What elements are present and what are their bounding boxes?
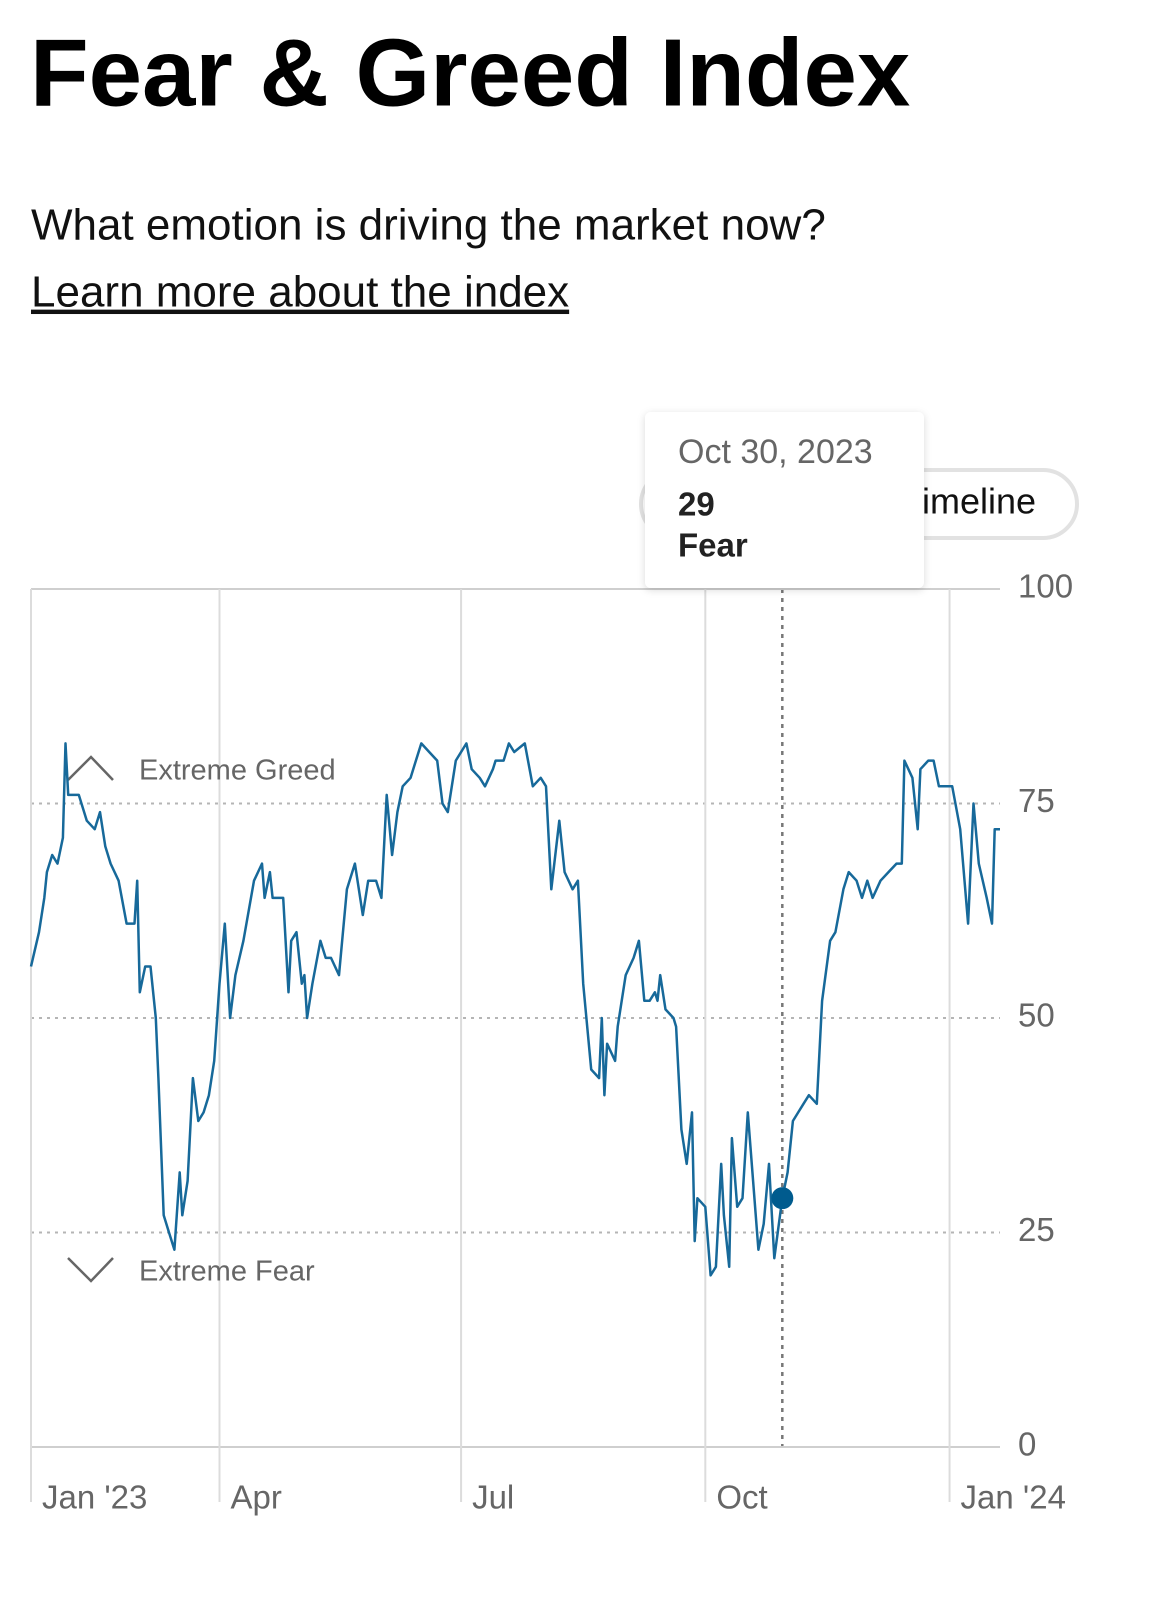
x-tick-label: Jul [472,1479,514,1516]
y-tick-label: 50 [1018,997,1055,1034]
subtitle: What emotion is driving the market now? [31,201,826,250]
x-tick-label: Oct [716,1479,767,1516]
tooltip: Oct 30, 2023 29 Fear [645,412,924,588]
tooltip-value: 29 [678,486,715,523]
annotation-chevron [67,1257,114,1283]
tooltip-date: Oct 30, 2023 [678,433,873,471]
series-line [29,742,1000,1277]
learn-more-link[interactable]: Learn more about the index [31,268,569,317]
tooltip-rating: Fear [678,527,748,564]
annotation-chevron [67,755,114,781]
page-title: Fear & Greed Index [30,19,910,126]
x-tick-label: Apr [230,1479,281,1516]
tooltip-box [645,412,924,588]
y-tick-label: 75 [1018,782,1055,819]
y-tick-label: 0 [1018,1426,1036,1463]
annotation: Extreme Greed [139,755,336,787]
y-tick-label: 100 [1018,568,1073,605]
plot: 0 25 50 75 100 Jan '23 Apr Jul Oct Jan '24 Extreme… [29,568,1073,1516]
x-tick-label: Jan '24 [961,1479,1066,1516]
hover-point [771,1187,794,1210]
annotation: Extreme Fear [139,1256,315,1288]
y-tick-label: 25 [1018,1211,1055,1248]
x-tick-label: Jan '23 [42,1479,147,1516]
